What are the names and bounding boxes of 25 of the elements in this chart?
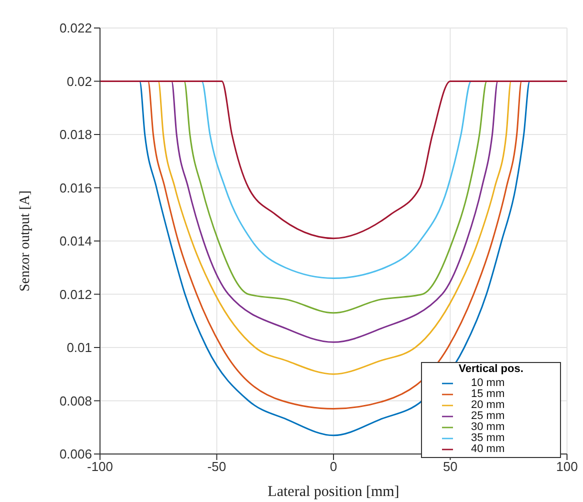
line-series	[100, 80, 567, 240]
legend-label: 25 mm	[471, 410, 505, 422]
x-tick-label: -50	[207, 459, 226, 474]
legend-label: 20 mm	[471, 399, 505, 412]
x-tick-label: 100	[556, 459, 578, 474]
y-tick-label: 0.008	[59, 393, 92, 408]
x-tick-label: -100	[86, 459, 114, 474]
y-axis-title: Senzor output [A]	[18, 190, 33, 292]
legend-title: Vertical pos.	[458, 362, 524, 376]
y-tick-label: 0.012	[59, 286, 92, 302]
y-tick-label: 0.006	[59, 446, 92, 462]
x-tick-label: 0	[330, 459, 338, 474]
legend-label: 15 mm	[471, 388, 505, 400]
legend-label: 10 mm	[471, 377, 505, 390]
y-tick-label: 0.02	[66, 74, 92, 89]
legend-label: 30 mm	[471, 421, 505, 434]
y-tick-label: 0.022	[59, 20, 92, 36]
legend-label: 40 mm	[471, 443, 505, 456]
x-tick-label: 50	[443, 459, 458, 474]
x-axis-title: Lateral position [mm]	[268, 484, 400, 500]
y-tick-label: 0.014	[59, 234, 92, 249]
y-tick-label: 0.016	[59, 180, 92, 196]
y-tick-label: 0.018	[59, 127, 92, 142]
y-tick-label: 0.01	[66, 340, 92, 356]
legend-label: 35 mm	[471, 432, 505, 444]
